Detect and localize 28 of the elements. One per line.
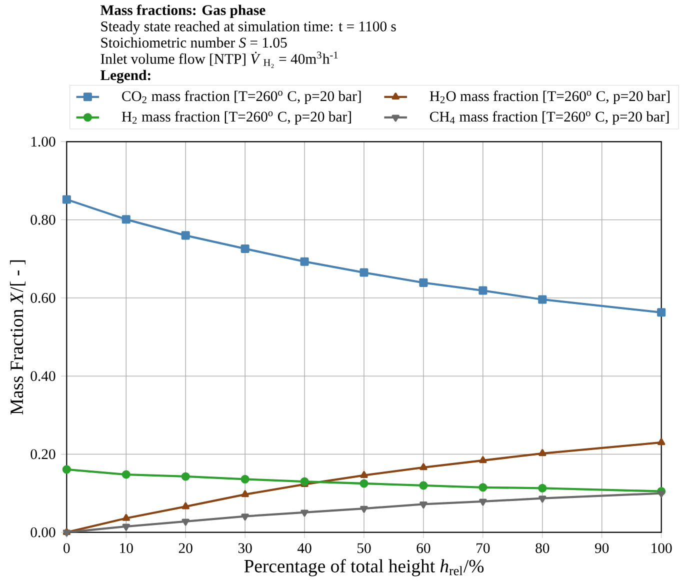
x-tick-label: 50	[358, 543, 371, 554]
text: Inlet volume flow [NTP] V̇$_{H₂}$ = 40m$^{3}$h$^{-1}$	[100, 52, 338, 68]
legend-label: H$_{2}$ mass fraction [T=260$^{o}$ C, p=20 bar]	[122, 111, 351, 125]
x-tick-label: 60	[416, 543, 430, 554]
y-tick-label: 1.00	[31, 136, 56, 147]
x-tick-label: 0	[64, 543, 70, 554]
legend-label: CO$_{2}$ mass fraction [T=260$^{o}$ C, p=20 bar]	[122, 90, 361, 104]
x-tick-label: 40	[297, 543, 312, 554]
y-tick-label: 0.20	[30, 449, 56, 460]
x-tick-label: 70	[476, 543, 490, 554]
legend-label: CH$_{4}$ mass fraction [T=260$^{o}$ C, p=20 bar]	[430, 111, 669, 125]
y-tick-label: 0.60	[30, 292, 56, 303]
legend-title: Legend:	[100, 70, 150, 84]
x-tick-label: 10	[120, 543, 133, 554]
x-tick-label: 30	[238, 543, 252, 554]
y-axis-title: Mass Fraction X/[ - ]	[10, 260, 26, 415]
legend-label: H$_{2}$O mass fraction [T=260$^{o}$ C, p=20 bar]	[430, 90, 670, 104]
x-tick-label: 20	[178, 543, 192, 554]
text: Stoichiometric number S = 1.05	[101, 37, 287, 48]
text: Steady state reached at simulation time: t = 1100 s	[101, 21, 396, 34]
x-tick-label: 80	[536, 543, 550, 554]
x-tick-label: 90	[595, 543, 609, 554]
y-tick-label: 0.40	[30, 371, 56, 382]
y-tick-label: 0.80	[30, 214, 56, 225]
y-tick-label: 0.00	[30, 527, 56, 538]
x-tick-label: 100	[652, 543, 672, 554]
chart-title: Mass fractions: Gas phase	[100, 4, 266, 18]
x-axis-title: Percentage of total height h$_{rel}$/%	[244, 559, 484, 576]
